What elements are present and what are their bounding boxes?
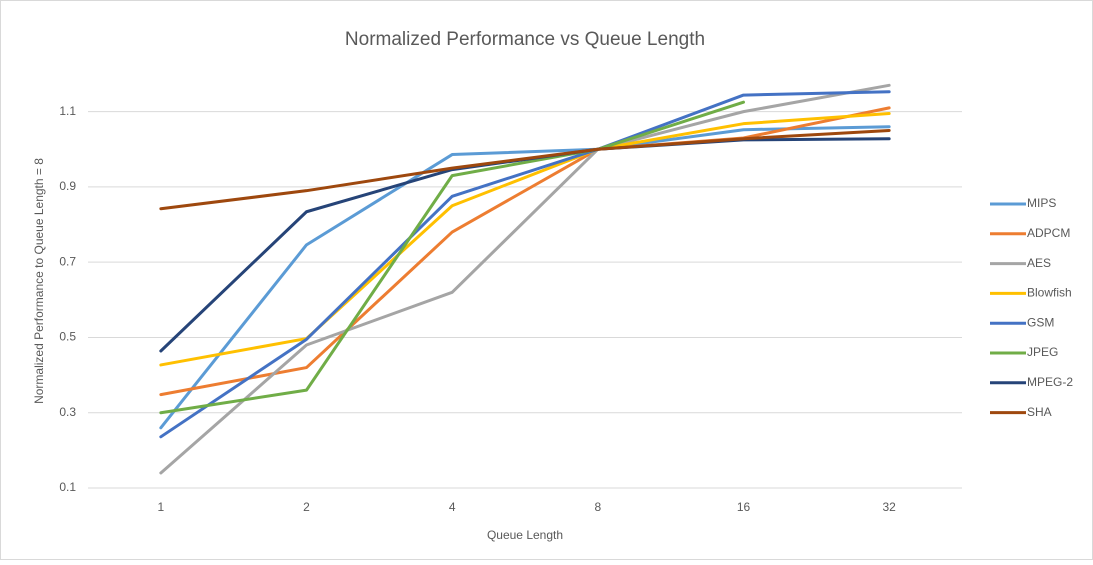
y-tick-label: 0.5 bbox=[59, 330, 76, 344]
series-line bbox=[159, 106, 891, 397]
x-axis-label: Queue Length bbox=[487, 528, 563, 542]
legend-label: MPEG-2 bbox=[1027, 375, 1073, 389]
x-tick-label: 16 bbox=[737, 500, 751, 514]
legend-label: SHA bbox=[1027, 405, 1052, 419]
legend-label: AES bbox=[1027, 256, 1051, 270]
series-line bbox=[159, 125, 891, 430]
y-tick-label: 0.7 bbox=[59, 254, 76, 268]
series-line bbox=[159, 100, 745, 415]
legend-label: JPEG bbox=[1027, 345, 1058, 359]
y-tick-label: 1.1 bbox=[59, 104, 76, 118]
series-line bbox=[159, 128, 891, 211]
y-axis-label: Normalized Performance to Queue Length =… bbox=[32, 158, 46, 404]
y-tick-label: 0.3 bbox=[59, 405, 76, 419]
legend-label: ADPCM bbox=[1027, 226, 1070, 240]
legend-label: GSM bbox=[1027, 315, 1054, 329]
series-line bbox=[159, 112, 891, 367]
legend-label: Blowfish bbox=[1027, 286, 1072, 300]
y-tick-label: 0.9 bbox=[59, 179, 76, 193]
x-tick-label: 32 bbox=[882, 500, 896, 514]
x-tick-label: 1 bbox=[157, 500, 164, 514]
x-tick-label: 4 bbox=[449, 500, 456, 514]
x-tick-label: 8 bbox=[594, 500, 601, 514]
chart-title: Normalized Performance vs Queue Length bbox=[345, 29, 705, 50]
legend-label: MIPS bbox=[1027, 196, 1056, 210]
series-line bbox=[159, 83, 891, 475]
x-tick-label: 2 bbox=[303, 500, 310, 514]
series-line bbox=[159, 90, 891, 439]
y-tick-label: 0.1 bbox=[59, 480, 76, 494]
